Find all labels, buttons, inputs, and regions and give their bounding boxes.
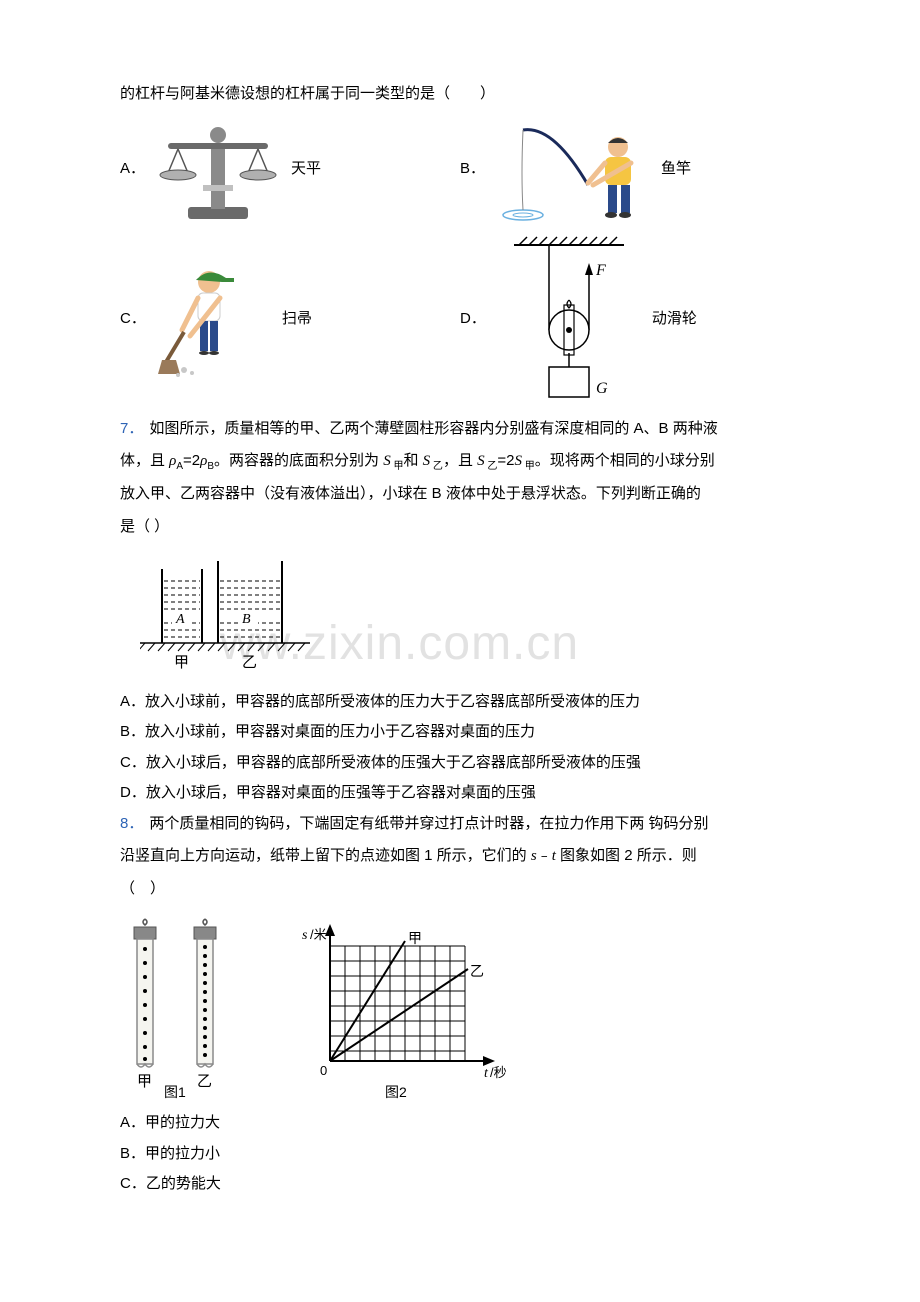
q8-opt-c: C．乙的势能大	[120, 1170, 800, 1199]
q7-stem-4: 是（ ）	[120, 513, 800, 542]
q7-stem-1: 7．如图所示，质量相等的甲、乙两个薄壁圆柱形容器内分别盛有深度相同的 A、B 两…	[120, 415, 800, 444]
q7-options: A．放入小球前，甲容器的底部所受液体的压力大于乙容器底部所受液体的压力 B．放入…	[120, 688, 800, 808]
q7-opt-a: A．放入小球前，甲容器的底部所受液体的压力大于乙容器底部所受液体的压力	[120, 688, 800, 717]
q6-opt-b-caption: 鱼竿	[661, 155, 691, 184]
q6-opt-d-caption: 动滑轮	[652, 305, 697, 334]
svg-text:甲: 甲	[408, 930, 422, 946]
fishing-rod-icon	[493, 115, 653, 225]
q7-opt-b: B．放入小球前，甲容器对桌面的压力小于乙容器对桌面的压力	[120, 718, 800, 747]
q8-number: 8．	[120, 815, 143, 832]
q8-fig2: 甲 乙 s /米 t /秒 0 图2	[290, 921, 520, 1101]
q7-figure: A B 甲 乙	[140, 551, 800, 682]
q8-figures: 甲 乙 图1	[120, 911, 800, 1101]
q8-stem-1: 8．两个质量相同的钩码，下端固定有纸带并穿过打点计时器，在拉力作用下两 钩码分别	[120, 810, 800, 839]
svg-text:甲: 甲	[137, 1073, 152, 1090]
q6-opt-b-letter: B．	[460, 155, 485, 184]
broom-icon	[154, 260, 274, 380]
q7-opt-d: D．放入小球后，甲容器对桌面的压强等于乙容器对桌面的压强	[120, 779, 800, 808]
q6-stem-tail: 的杠杆与阿基米德设想的杠杆属于同一类型的是（ ）	[120, 80, 800, 109]
svg-text:/秒: /秒	[490, 1065, 507, 1080]
q6-opt-c-caption: 扫帚	[282, 305, 312, 334]
q6-row-cd: C． 扫帚 D．	[120, 235, 800, 405]
q6-opt-a-letter: A．	[120, 155, 145, 184]
svg-text:/米: /米	[310, 927, 327, 942]
svg-text:乙: 乙	[197, 1073, 212, 1090]
svg-text:0: 0	[320, 1063, 327, 1078]
svg-text:A: A	[175, 612, 185, 627]
q8-stem-2: 沿竖直向上方向运动，纸带上留下的点迹如图 1 所示，它们的 s﹣t 图象如图 2…	[120, 842, 800, 871]
svg-text:乙: 乙	[470, 963, 484, 979]
svg-text:t: t	[484, 1066, 489, 1081]
q6-opt-a-caption: 天平	[291, 155, 321, 184]
q7-number: 7．	[120, 420, 143, 437]
pulley-label-g: G	[596, 380, 608, 397]
q6-opt-c-letter: C．	[120, 305, 146, 334]
svg-text:甲: 甲	[174, 654, 189, 671]
balance-scale-icon	[153, 115, 283, 225]
svg-text:乙: 乙	[242, 654, 257, 671]
svg-text:s: s	[302, 928, 308, 943]
svg-text:图2: 图2	[385, 1084, 407, 1100]
q6-opt-d-letter: D．	[460, 305, 486, 334]
q8-opt-b: B．甲的拉力小	[120, 1140, 800, 1169]
q6-row-ab: A． 天平 B．	[120, 115, 800, 225]
pulley-label-f: F	[595, 262, 606, 279]
q8-fig1: 甲 乙 图1	[120, 911, 250, 1101]
q8-options: A．甲的拉力大 B．甲的拉力小 C．乙的势能大	[120, 1109, 800, 1199]
svg-text:图1: 图1	[164, 1084, 186, 1100]
q8-stem-3: （ ）	[120, 875, 800, 904]
q8-opt-a: A．甲的拉力大	[120, 1109, 800, 1138]
svg-text:B: B	[242, 612, 251, 627]
q7-stem-3: 放入甲、乙两容器中（没有液体溢出），小球在 B 液体中处于悬浮状态。下列判断正确…	[120, 480, 800, 509]
pulley-icon: F G	[494, 235, 644, 405]
q7-opt-c: C．放入小球后，甲容器的底部所受液体的压强大于乙容器底部所受液体的压强	[120, 749, 800, 778]
q7-stem-2: 体，且 ρA=2ρB。两容器的底面积分别为 S 甲和 S 乙，且 S 乙=2S …	[120, 447, 800, 476]
